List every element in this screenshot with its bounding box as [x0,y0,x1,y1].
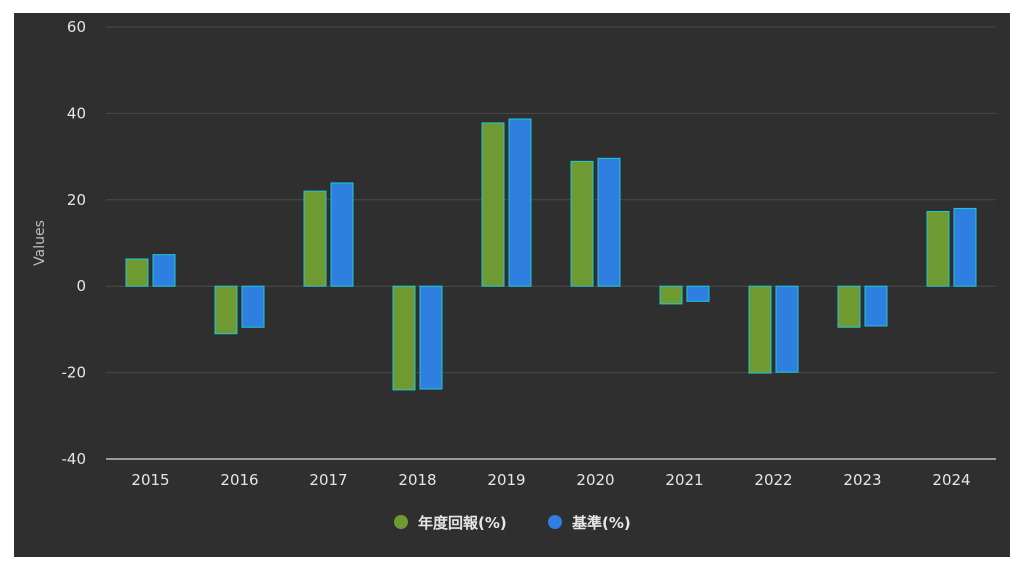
y-tick-label: 0 [76,277,86,295]
bar-series-2-2023 [864,285,888,327]
legend: 年度回報(%) 基準(%) [394,514,631,532]
x-tick-label: 2020 [576,471,614,489]
y-tick-label: 60 [67,18,86,36]
y-axis-ticks: -40 -20 0 20 40 60 [62,18,87,468]
bar-series-1-2018 [392,285,416,391]
bar-series-2-2024 [953,207,977,287]
x-tick-label: 2016 [220,471,258,489]
y-tick-label: -40 [62,450,87,468]
bar-series-1-2016 [214,285,238,335]
bar-series-2-2021 [686,285,710,302]
legend-swatch-series-1 [394,515,408,529]
legend-label-series-2: 基準(%) [571,514,631,532]
x-axis-ticks: 2015 2016 2017 2018 2019 2020 2021 2022 2023 2024 [131,471,970,489]
bars [125,118,977,391]
x-tick-label: 2024 [932,471,970,489]
y-tick-label: -20 [62,364,87,382]
x-tick-label: 2019 [487,471,525,489]
y-tick-label: 40 [67,104,86,122]
bar-series-2-2015 [152,254,176,287]
x-tick-label: 2015 [131,471,169,489]
bar-series-1-2015 [125,258,149,287]
bar-series-2-2018 [419,285,443,390]
legend-label-series-1: 年度回報(%) [418,514,507,532]
bar-series-2-2017 [330,182,354,287]
legend-swatch-series-2 [548,515,562,529]
bar-series-2-2016 [241,285,265,328]
bar-series-1-2020 [570,160,594,287]
x-tick-label: 2021 [665,471,703,489]
x-tick-label: 2018 [398,471,436,489]
x-tick-label: 2022 [754,471,792,489]
bar-series-1-2022 [748,285,772,374]
bar-series-2-2022 [775,285,799,373]
y-axis-title: Values [32,220,48,266]
bar-series-2-2019 [508,118,532,287]
grid-lines [106,26,996,460]
bar-series-1-2021 [659,285,683,305]
bar-series-1-2019 [481,122,505,287]
x-tick-label: 2023 [843,471,881,489]
bar-series-2-2020 [597,157,621,287]
y-tick-label: 20 [67,191,86,209]
x-tick-label: 2017 [309,471,347,489]
bar-series-1-2017 [303,190,327,287]
bar-series-1-2024 [926,210,950,287]
bar-series-1-2023 [837,285,861,328]
